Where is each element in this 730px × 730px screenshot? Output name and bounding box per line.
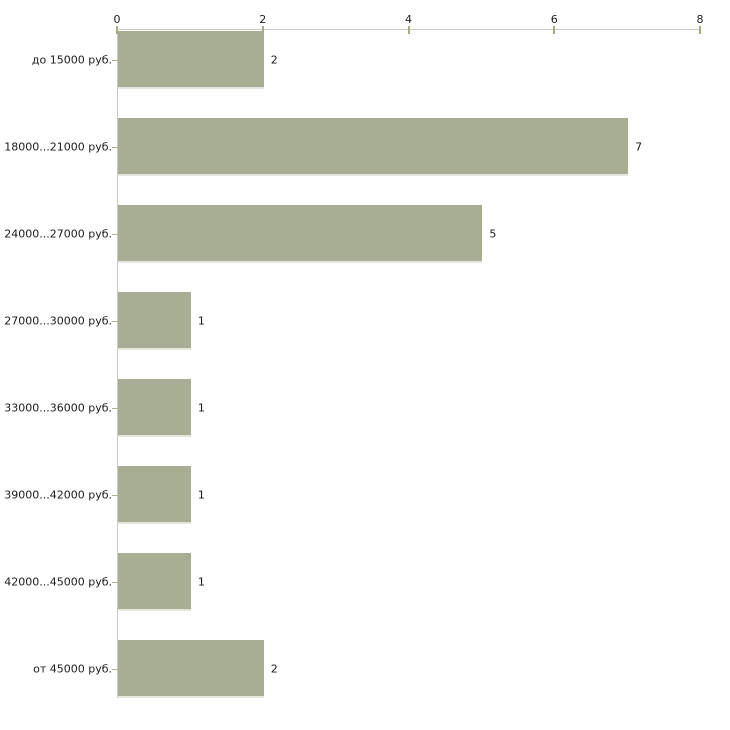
category-label: 39000...42000 руб. xyxy=(4,488,112,502)
category-label: 24000...27000 руб. xyxy=(4,227,112,241)
y-axis-tick-mark xyxy=(112,234,118,235)
bar xyxy=(118,379,191,437)
bar xyxy=(118,31,264,89)
category-label: 27000...30000 руб. xyxy=(4,314,112,328)
x-axis-tick-mark xyxy=(699,26,701,34)
y-axis-tick-mark xyxy=(112,495,118,496)
bar xyxy=(118,118,629,176)
value-label: 5 xyxy=(489,227,497,241)
value-label: 1 xyxy=(197,401,205,415)
y-axis-tick-mark xyxy=(112,669,118,670)
x-axis-tick-label: 2 xyxy=(259,13,267,26)
value-label: 2 xyxy=(270,53,278,67)
bar xyxy=(118,553,191,611)
category-label: 33000...36000 руб. xyxy=(4,401,112,415)
x-axis-tick-label: 4 xyxy=(405,13,412,26)
x-axis-tick-mark xyxy=(261,26,264,34)
y-axis-tick-mark xyxy=(112,582,118,583)
x-axis-tick-mark xyxy=(116,26,118,34)
y-axis-tick-mark xyxy=(112,321,118,322)
x-axis-tick-mark xyxy=(553,26,556,34)
value-label: 2 xyxy=(270,662,278,676)
y-axis-line xyxy=(117,29,118,698)
x-axis-tick-label: 8 xyxy=(696,13,704,26)
y-axis-tick-mark xyxy=(112,147,118,148)
category-label: 42000...45000 руб. xyxy=(4,575,112,589)
value-label: 7 xyxy=(635,140,643,154)
x-axis-tick-label: 6 xyxy=(550,13,558,26)
x-axis-tick-mark xyxy=(407,26,410,34)
category-label: от 45000 руб. xyxy=(33,662,112,676)
bar xyxy=(118,205,483,263)
x-axis-tick-label: 0 xyxy=(113,13,121,26)
value-label: 1 xyxy=(197,488,205,502)
value-label: 1 xyxy=(197,314,205,328)
bar xyxy=(118,292,191,350)
bar xyxy=(118,640,264,698)
y-axis-tick-mark xyxy=(112,408,118,409)
value-label: 1 xyxy=(197,575,205,589)
category-label: 18000...21000 руб. xyxy=(4,140,112,154)
y-axis-tick-mark xyxy=(112,60,118,61)
category-label: до 15000 руб. xyxy=(31,53,112,67)
bar xyxy=(118,466,191,524)
